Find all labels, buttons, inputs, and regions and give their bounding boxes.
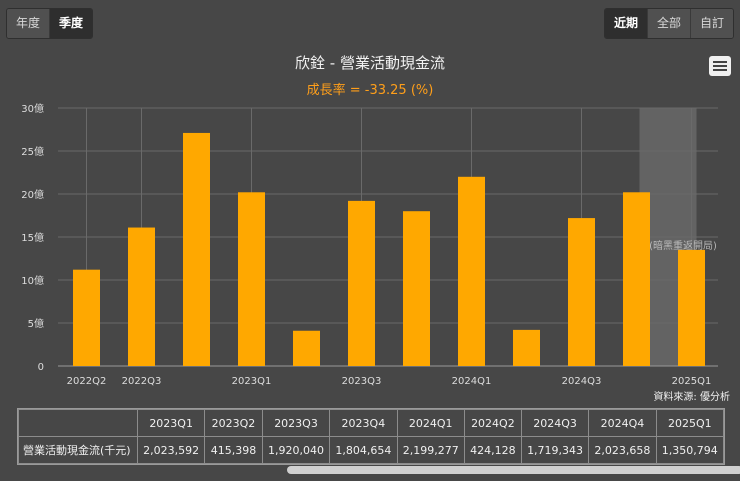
highlight-label: (暗黑重返開局) bbox=[649, 239, 717, 252]
table-row-label: 營業活動現金流(千元) bbox=[18, 436, 139, 464]
table-cell: 2,199,277 bbox=[396, 436, 465, 464]
bar-2024Q2 bbox=[513, 329, 540, 366]
table-header-cell: 2024Q2 bbox=[463, 409, 522, 437]
range-all-button[interactable]: 全部 bbox=[647, 9, 691, 38]
bar-2024Q1 bbox=[458, 176, 485, 366]
table-header-cell: 2023Q4 bbox=[329, 409, 398, 437]
bar-2023Q3 bbox=[348, 200, 375, 366]
x-tick-label: 2024Q1 bbox=[452, 376, 492, 387]
source-note: 資料來源: 優分析 bbox=[653, 392, 730, 403]
table-cell: 1,350,794 bbox=[655, 436, 724, 464]
x-tick-label: 2025Q1 bbox=[672, 376, 712, 387]
bar-2024Q3 bbox=[568, 218, 595, 366]
table-header-cell: 2025Q1 bbox=[655, 409, 724, 437]
bar-2022Q3 bbox=[128, 227, 155, 366]
y-tick-label: 25億 bbox=[21, 145, 44, 158]
x-tick-label: 2022Q3 bbox=[122, 376, 162, 387]
table-cell: 1,719,343 bbox=[520, 436, 590, 464]
period-year-button[interactable]: 年度 bbox=[7, 9, 51, 38]
table-cell: 415,398 bbox=[204, 436, 263, 464]
table-header-empty bbox=[18, 409, 139, 437]
table-header-row: 2023Q1 2023Q2 2023Q3 2023Q4 2024Q1 2024Q… bbox=[18, 409, 724, 437]
table-cell: 424,128 bbox=[463, 436, 522, 464]
table-cell: 1,920,040 bbox=[261, 436, 331, 464]
table-row: 營業活動現金流(千元) 2,023,592 415,398 1,920,040 … bbox=[18, 436, 724, 464]
x-tick-label: 2023Q3 bbox=[342, 376, 382, 387]
y-tick-label: 10億 bbox=[21, 274, 44, 287]
bar-2023Q1 bbox=[238, 192, 265, 366]
x-tick-label: 2023Q1 bbox=[232, 376, 272, 387]
bar-2023Q4 bbox=[403, 211, 430, 366]
table-cell: 2,023,658 bbox=[588, 436, 657, 464]
data-table: 2023Q1 2023Q2 2023Q3 2023Q4 2024Q1 2024Q… bbox=[17, 408, 725, 465]
y-tick-label: 30億 bbox=[21, 102, 44, 115]
y-tick-label: 20億 bbox=[21, 188, 44, 201]
y-tick-label: 15億 bbox=[21, 231, 44, 244]
hamburger-menu-icon[interactable] bbox=[709, 56, 731, 76]
table-header-cell: 2023Q3 bbox=[261, 409, 331, 437]
chart-subtitle: 成長率 = -33.25 (%) bbox=[306, 83, 434, 98]
range-custom-button[interactable]: 自訂 bbox=[690, 9, 733, 38]
table-cell: 2,023,592 bbox=[137, 436, 206, 464]
bar-chart: 0 5億 10億 15億 20億 25億 30億 2022Q2 2022Q3 2023Q1 2023… bbox=[21, 102, 718, 387]
period-toggle: 年度 季度 bbox=[6, 8, 94, 39]
bar-2023Q2 bbox=[293, 330, 320, 366]
range-toggle: 近期 全部 自訂 bbox=[603, 8, 734, 39]
range-recent-button[interactable]: 近期 bbox=[604, 9, 648, 38]
scrollbar-thumb[interactable] bbox=[287, 466, 740, 474]
bar-2022Q4 bbox=[183, 132, 210, 366]
table-cell: 1,804,654 bbox=[329, 436, 398, 464]
y-tick-label: 5億 bbox=[28, 317, 44, 330]
bar-2025Q1 bbox=[678, 249, 705, 366]
table-header-cell: 2024Q1 bbox=[396, 409, 465, 437]
table-header-cell: 2024Q3 bbox=[520, 409, 590, 437]
chart-title: 欣銓 - 營業活動現金流 bbox=[295, 54, 445, 72]
period-quarter-button[interactable]: 季度 bbox=[50, 9, 93, 38]
y-tick-label: 0 bbox=[38, 362, 44, 373]
bar-2024Q4 bbox=[623, 192, 650, 366]
table-scrollbar[interactable] bbox=[17, 465, 740, 475]
x-tick-label: 2022Q2 bbox=[67, 376, 107, 387]
bar-2022Q2 bbox=[73, 269, 100, 366]
table-header-cell: 2024Q4 bbox=[588, 409, 657, 437]
table-header-cell: 2023Q2 bbox=[204, 409, 263, 437]
x-tick-label: 2024Q3 bbox=[562, 376, 602, 387]
table-header-cell: 2023Q1 bbox=[137, 409, 206, 437]
